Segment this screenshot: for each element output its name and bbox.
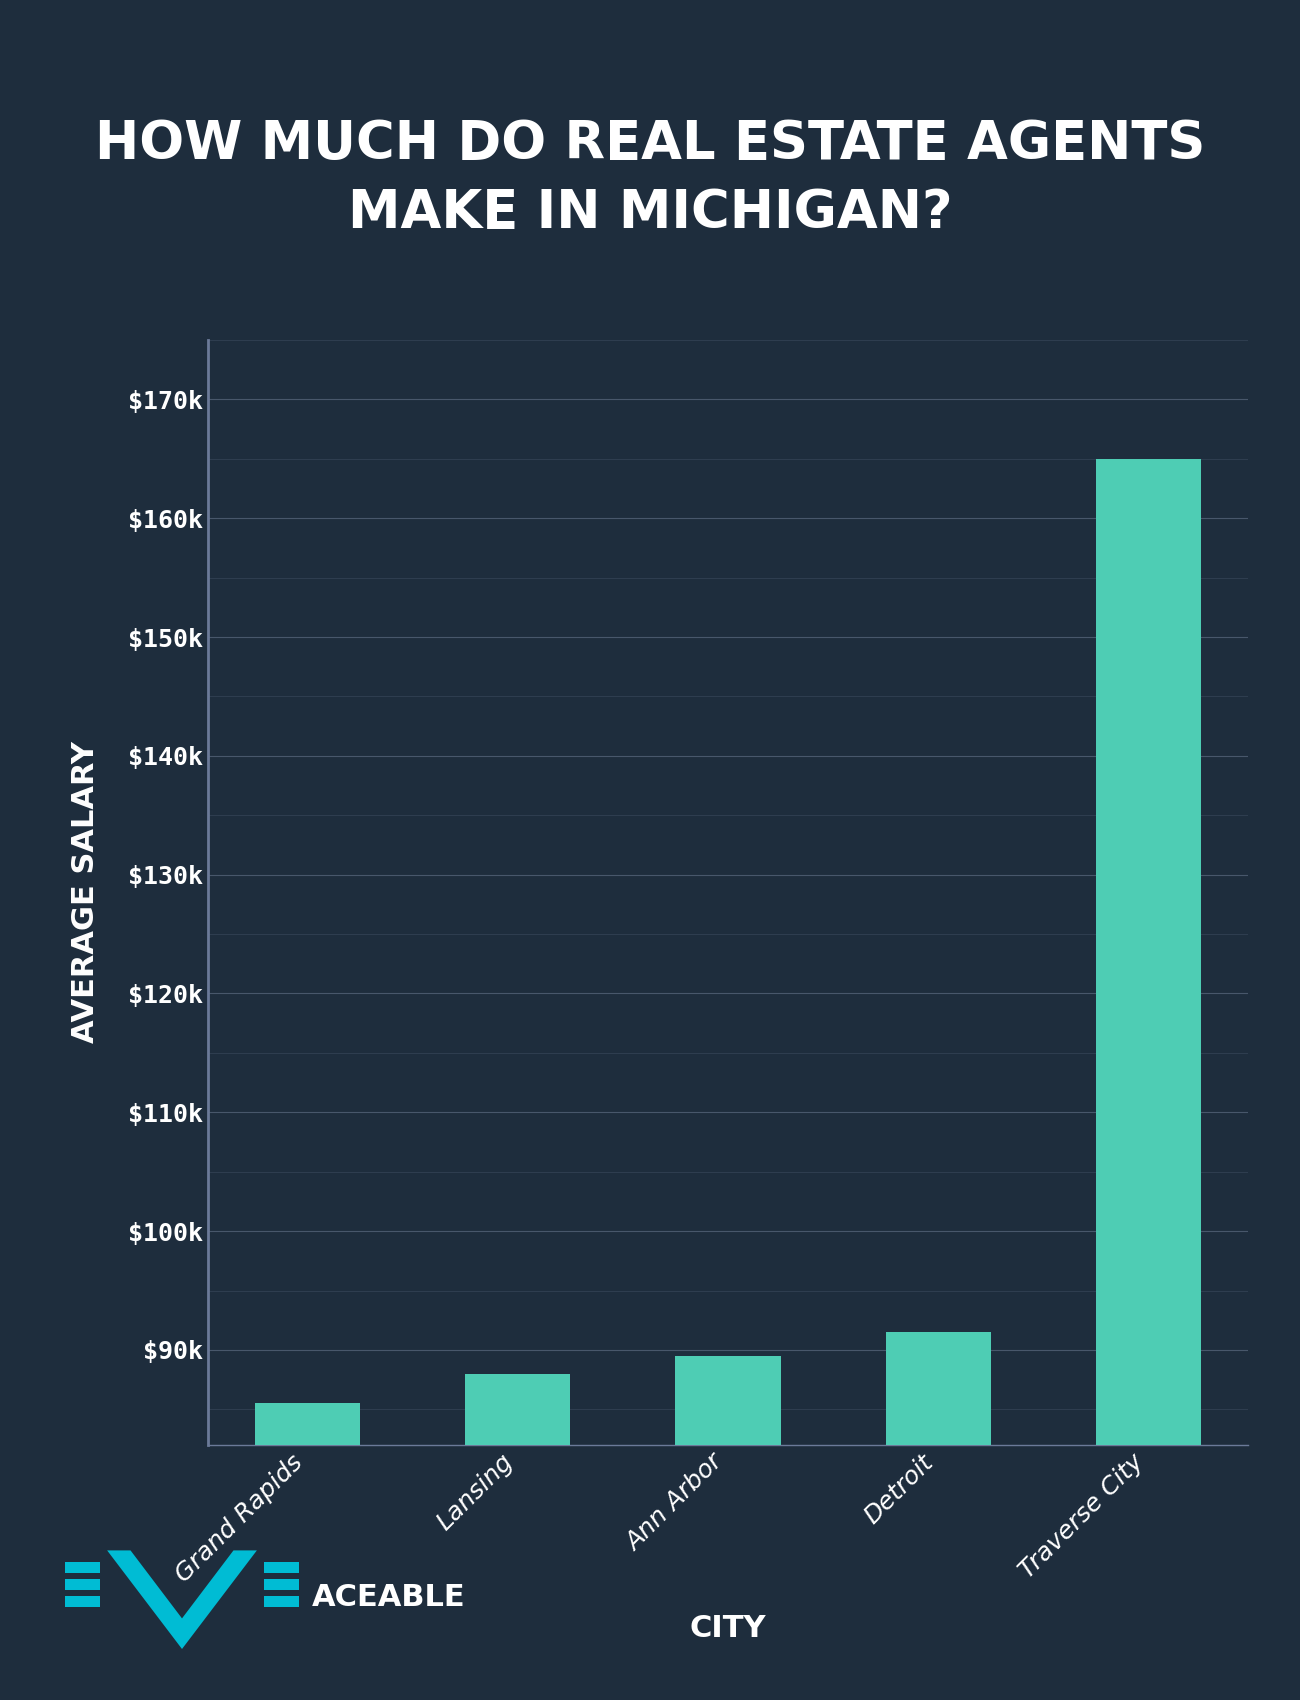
Y-axis label: AVERAGE SALARY: AVERAGE SALARY: [72, 741, 100, 1044]
Polygon shape: [107, 1550, 257, 1649]
Bar: [885, 1333, 991, 1700]
FancyBboxPatch shape: [65, 1562, 100, 1572]
FancyBboxPatch shape: [65, 1596, 100, 1606]
Bar: [1096, 459, 1201, 1700]
Bar: [465, 1374, 571, 1700]
Bar: [255, 1404, 360, 1700]
FancyBboxPatch shape: [264, 1562, 299, 1572]
FancyBboxPatch shape: [65, 1579, 100, 1590]
Bar: [676, 1357, 780, 1700]
Text: HOW MUCH DO REAL ESTATE AGENTS
MAKE IN MICHIGAN?: HOW MUCH DO REAL ESTATE AGENTS MAKE IN M…: [95, 119, 1205, 238]
FancyBboxPatch shape: [264, 1579, 299, 1590]
X-axis label: CITY: CITY: [690, 1615, 766, 1644]
FancyBboxPatch shape: [264, 1596, 299, 1606]
Text: ACEABLE: ACEABLE: [312, 1583, 465, 1613]
